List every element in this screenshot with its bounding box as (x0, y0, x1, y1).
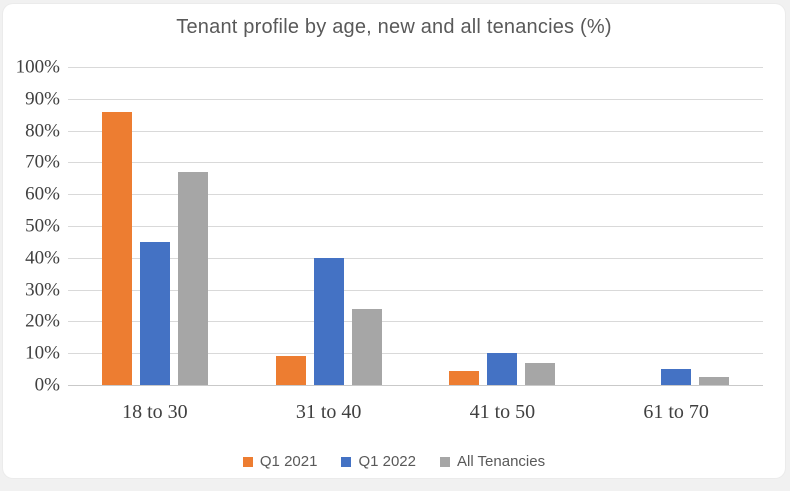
x-tick-label-18-to-30: 18 to 30 (122, 401, 188, 423)
gridline-40 (68, 257, 763, 259)
x-axis-line (68, 385, 763, 386)
gridline-10 (68, 353, 763, 355)
bar-q1-2022-61-to-70 (661, 369, 692, 385)
bar-q1-2022-18-to-30 (139, 241, 170, 385)
bar-q1-2022-31-to-40 (313, 257, 344, 385)
y-tick-label-10: 10% (25, 342, 60, 364)
bar-all-tenancies-18-to-30 (177, 171, 208, 385)
gridline-70 (68, 162, 763, 164)
bar-all-tenancies-31-to-40 (351, 308, 382, 385)
gridline-100 (68, 67, 763, 68)
x-tick-label-31-to-40: 31 to 40 (295, 401, 362, 423)
gridline-80 (68, 130, 763, 132)
y-tick-label-0: 0% (34, 374, 60, 396)
x-tick-label-61-to-70: 61 to 70 (643, 401, 709, 423)
y-tick-label-20: 20% (25, 310, 60, 332)
y-tick-label-70: 70% (25, 151, 60, 173)
legend-label-all-tenancies: All Tenancies (456, 453, 546, 470)
bar-q1-2021-41-to-50 (449, 370, 480, 385)
bar-q1-2021-18-to-30 (101, 111, 132, 385)
bar-group-61-to-70 (589, 67, 763, 385)
legend-label-q1-2021: Q1 2021 (259, 453, 318, 470)
gridline-20 (68, 321, 763, 323)
bar-all-tenancies-41-to-50 (525, 362, 556, 385)
y-tick-label-50: 50% (25, 215, 60, 237)
legend-item-q1-2021: Q1 2021 (242, 453, 318, 470)
y-tick-label-100: 100% (15, 56, 60, 78)
gridline-90 (68, 98, 763, 100)
y-tick-label-90: 90% (25, 88, 60, 110)
y-axis: 0% 10% 20% 30% 40% 50% 60% 70% 80% 90% 100% (3, 58, 60, 395)
gridline-50 (68, 226, 763, 227)
legend: Q1 2021 Q1 2022 All Tenancies (3, 453, 785, 470)
legend-swatch-q1-2021 (242, 456, 253, 467)
bar-group-41-to-50 (416, 67, 590, 385)
bar-all-tenancies-61-to-70 (699, 377, 730, 385)
bar-q1-2022-41-to-50 (487, 353, 518, 385)
legend-item-all-tenancies: All Tenancies (439, 453, 546, 470)
plot-area (68, 67, 763, 386)
legend-swatch-q1-2022 (341, 456, 352, 467)
x-tick-label-41-to-50: 41 to 50 (469, 401, 536, 423)
y-tick-label-60: 60% (25, 183, 60, 205)
bar-group-31-to-40 (242, 67, 416, 385)
bar-q1-2021-31-to-40 (275, 356, 306, 385)
legend-swatch-all-tenancies (439, 456, 450, 467)
legend-label-q1-2022: Q1 2022 (358, 453, 416, 470)
gridline-60 (68, 194, 763, 196)
x-axis: 18 to 30 31 to 40 41 to 50 61 to 70 (68, 401, 763, 424)
chart-title: Tenant profile by age, new and all tenan… (176, 16, 612, 38)
legend-item-q1-2022: Q1 2022 (341, 453, 416, 470)
y-tick-label-30: 30% (25, 279, 60, 301)
bar-group-18-to-30 (68, 67, 242, 385)
chart-card: Tenant profile by age, new and all tenan… (3, 4, 785, 478)
bar-groups (68, 67, 763, 385)
gridline-30 (68, 289, 763, 291)
y-tick-label-40: 40% (25, 247, 60, 269)
y-tick-label-80: 80% (25, 120, 60, 142)
